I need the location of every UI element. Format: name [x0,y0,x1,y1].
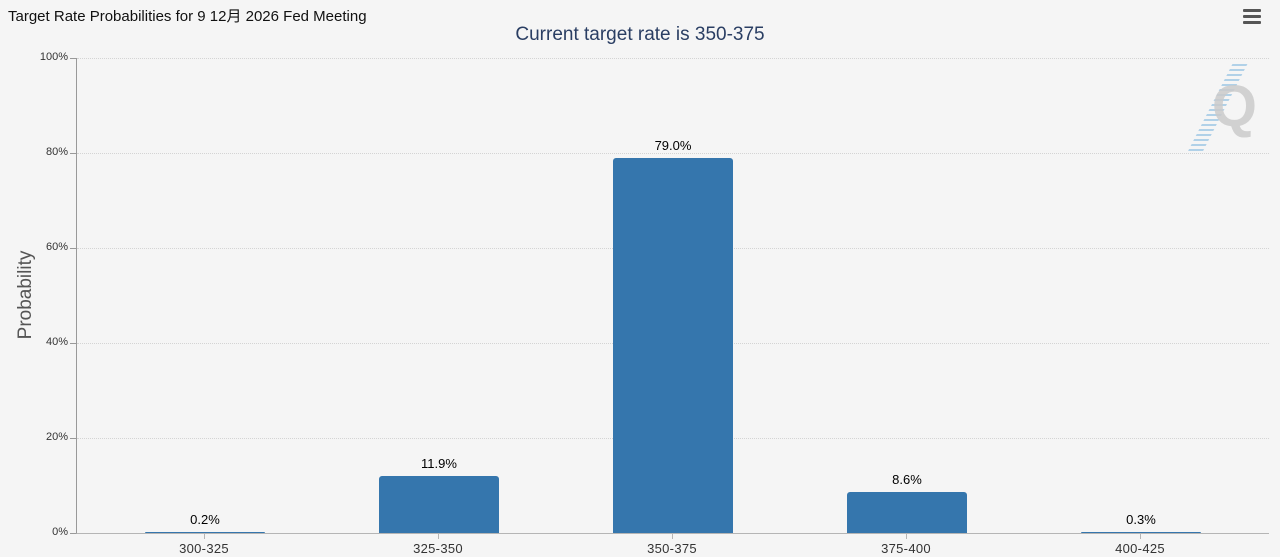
bar-value-label: 0.3% [1126,511,1156,527]
logo-q-letter: Q [1211,74,1257,139]
x-axis-tick-mark [672,534,673,539]
x-axis-category-label: 375-400 [881,541,931,556]
plot-area: Q 0.2% 11.9% 79.0% 8.6% 0.3% [76,58,1269,534]
x-axis-category-label: 350-375 [647,541,697,556]
bar-value-label: 79.0% [654,137,692,153]
x-axis-tick-mark [906,534,907,539]
y-axis-tick-mark [70,343,76,344]
y-axis-tick-label: 40% [45,336,68,348]
bar-300-325[interactable] [145,532,265,533]
y-axis-title: Probability [15,250,36,340]
logo-hatch-stripes-icon [1187,64,1248,152]
bar-325-350[interactable] [379,476,499,533]
hamburger-icon [1243,9,1261,12]
y-axis-tick-mark [70,533,76,534]
y-axis-tick-label: 100% [39,51,68,63]
x-axis-category-label: 325-350 [413,541,463,556]
hamburger-icon [1243,15,1261,18]
hamburger-menu-button[interactable] [1243,9,1261,24]
gridline [77,58,1269,59]
gridline [77,153,1269,154]
y-axis-tick-mark [70,438,76,439]
page-title: Target Rate Probabilities for 9 12月 2026… [8,8,367,25]
y-axis-tick-label: 20% [45,431,68,443]
bar-value-label: 11.9% [421,456,457,472]
x-axis-tick-mark [204,534,205,539]
quikstrike-logo: Q [1187,62,1261,162]
x-axis-tick-mark [438,534,439,539]
y-axis-tick-label: 80% [45,146,68,158]
y-axis-tick-label: 60% [45,241,68,253]
y-axis-tick-label: 0% [52,526,68,538]
x-axis-tick-mark [1140,534,1141,539]
y-axis-tick-mark [70,153,76,154]
bar-value-label: 8.6% [892,472,922,488]
y-axis-tick-mark [70,248,76,249]
bar-value-label: 0.2% [190,512,220,527]
chart-title: Current target rate is 350-375 [515,24,765,45]
x-axis-category-label: 400-425 [1115,541,1165,556]
x-axis-category-label: 300-325 [179,541,229,556]
bar-375-400[interactable] [847,492,967,533]
hamburger-icon [1243,21,1261,24]
bar-400-425[interactable] [1081,531,1201,533]
y-axis-tick-mark [70,58,76,59]
bar-350-375[interactable] [613,157,733,533]
